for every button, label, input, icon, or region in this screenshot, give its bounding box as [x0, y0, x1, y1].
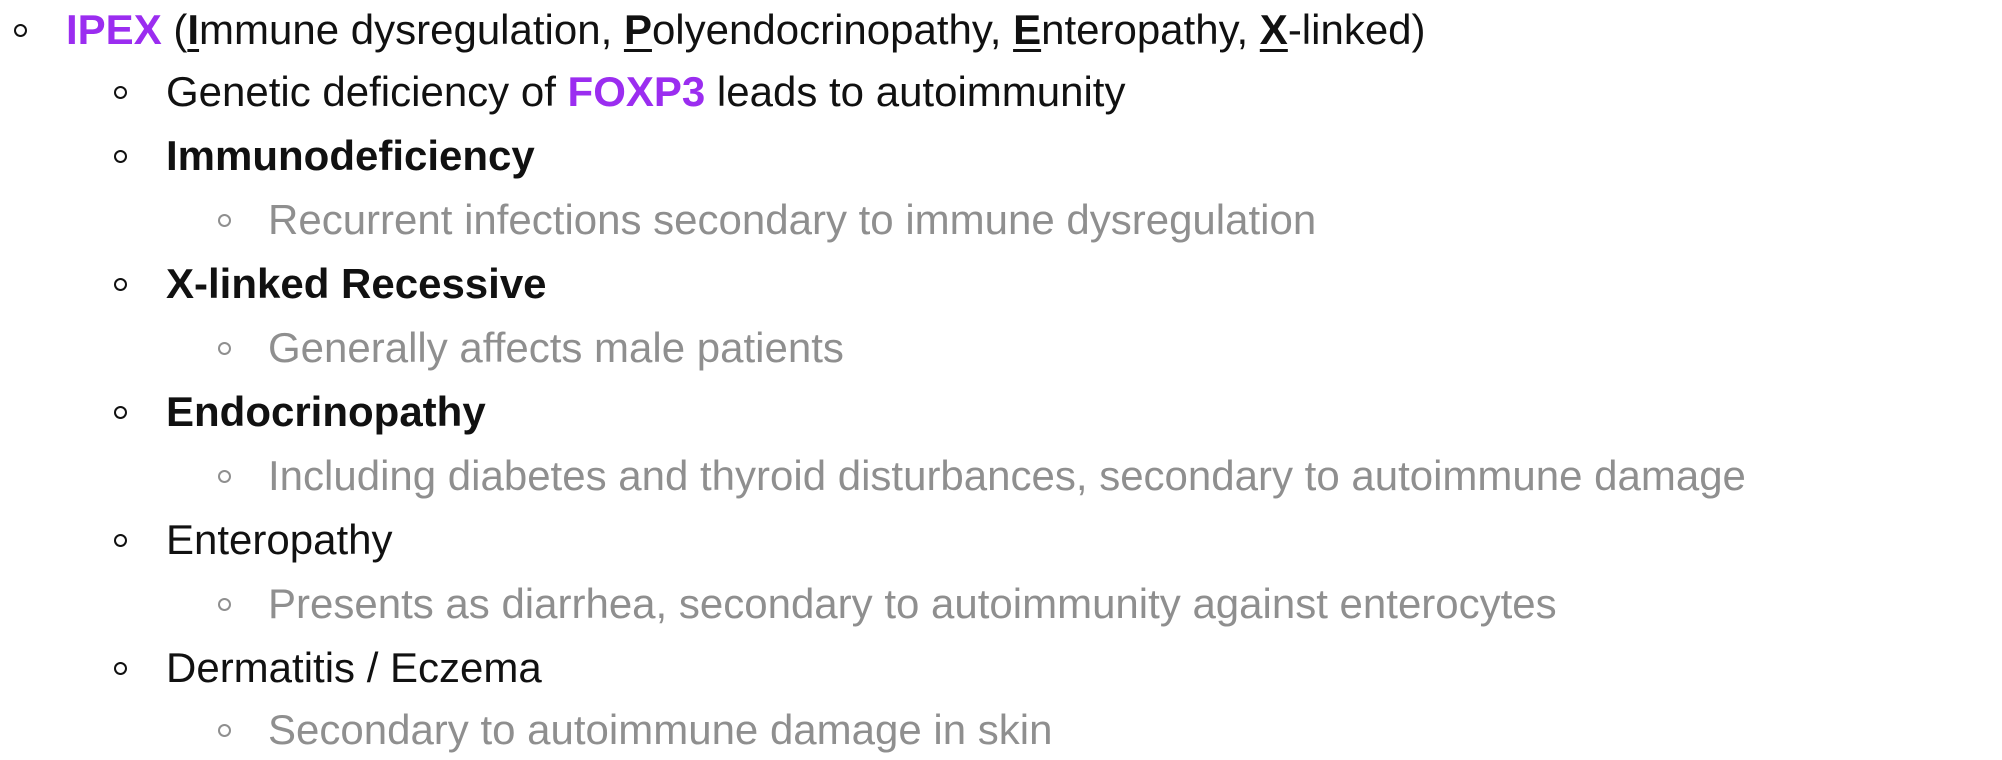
ipex-term: IPEX — [66, 6, 162, 53]
genetic-deficiency-text: Genetic deficiency of FOXP3 leads to aut… — [166, 62, 1125, 122]
item-heading: Immunodeficiency — [166, 132, 535, 179]
hollow-bullet-icon — [218, 214, 231, 227]
item-heading: Endocrinopathy — [166, 388, 486, 435]
genetic-before: Genetic deficiency of — [166, 68, 568, 115]
letter-x: X — [1259, 6, 1288, 53]
item-detail: Recurrent infections secondary to immune… — [268, 196, 1317, 243]
hollow-bullet-icon — [114, 406, 127, 419]
item-heading: Enteropathy — [166, 516, 393, 563]
hollow-bullet-icon — [114, 278, 127, 291]
hollow-bullet-icon — [218, 598, 231, 611]
hollow-bullet-icon — [14, 24, 27, 37]
gene-foxp3: FOXP3 — [567, 68, 706, 115]
item-detail: Secondary to autoimmune damage in skin — [268, 706, 1053, 753]
word-immune: mmune dysregulation, — [199, 6, 624, 53]
word-polyendocrinopathy: olyendocrinopathy, — [651, 6, 1014, 53]
hollow-bullet-icon — [114, 150, 127, 163]
item-detail: Generally affects male patients — [268, 324, 844, 371]
ipex-expansion: IPEX (Immune dysregulation, Polyendocrin… — [66, 0, 1426, 60]
item-heading: Dermatitis / Eczema — [166, 644, 542, 691]
item-detail: Presents as diarrhea, secondary to autoi… — [268, 580, 1557, 627]
letter-e: E — [1013, 6, 1042, 53]
hollow-bullet-icon — [218, 470, 231, 483]
letter-p: P — [623, 6, 652, 53]
letter-i: I — [187, 6, 200, 53]
genetic-after: leads to autoimmunity — [705, 68, 1126, 115]
item-detail: Including diabetes and thyroid disturban… — [268, 452, 1746, 499]
open-paren: ( — [161, 6, 188, 53]
word-enteropathy: nteropathy, — [1041, 6, 1260, 53]
hollow-bullet-icon — [218, 724, 231, 737]
item-heading: X-linked Recessive — [166, 260, 547, 307]
hollow-bullet-icon — [114, 86, 127, 99]
word-x-linked: -linked) — [1287, 6, 1426, 53]
hollow-bullet-icon — [114, 662, 127, 675]
hollow-bullet-icon — [218, 342, 231, 355]
hollow-bullet-icon — [114, 534, 127, 547]
